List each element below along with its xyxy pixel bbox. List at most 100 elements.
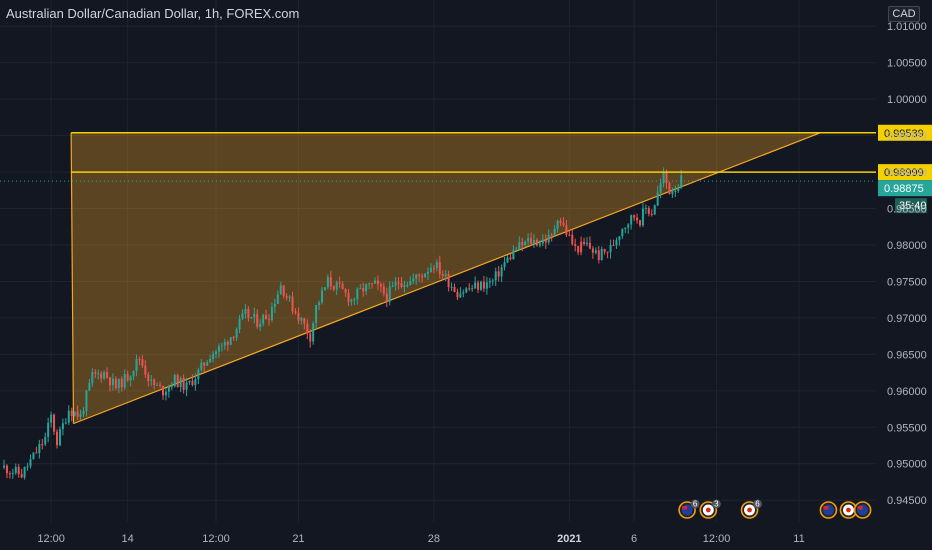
candle-body: [668, 182, 671, 194]
candle-body: [674, 190, 677, 192]
candle-body: [56, 431, 58, 446]
candle-body: [273, 303, 276, 307]
event-au-icon[interactable]: [853, 501, 872, 519]
candle-body: [494, 271, 497, 281]
candle-body: [64, 422, 67, 424]
axis-layer[interactable]: 0.94500 0.95000 0.95500 0.96000 0.96500 0.970…: [37, 21, 926, 545]
candle-body: [403, 285, 406, 287]
candle-body: [241, 313, 244, 319]
candle-body: [500, 267, 503, 277]
candle-body: [541, 239, 544, 244]
level-label-box[interactable]: [878, 124, 932, 141]
candle-body: [680, 175, 683, 187]
candle-body: [247, 308, 250, 318]
candle-body: [609, 245, 612, 253]
candle-body: [312, 323, 315, 342]
current-price-box[interactable]: [878, 180, 932, 197]
candle-body: [565, 225, 568, 235]
event-au-icon[interactable]: [819, 501, 838, 519]
candle-body: [477, 282, 480, 290]
candle-body: [238, 318, 241, 330]
candle-body: [58, 429, 61, 446]
candle-body: [61, 423, 64, 430]
candle-body: [586, 242, 588, 245]
candle-body: [5, 465, 8, 474]
level-layer[interactable]: 0.99539 0.98999 0.98875 35:40: [0, 124, 932, 214]
candle-body: [379, 284, 382, 287]
candle-body: [309, 333, 312, 342]
event-ca-icon[interactable]: [839, 501, 858, 519]
candle-body: [26, 466, 29, 468]
triangle-left-edge[interactable]: [70, 132, 75, 424]
candle-body: [639, 220, 641, 226]
candle-body: [556, 220, 559, 229]
event-layer[interactable]: 6 3 6: [678, 499, 872, 519]
candle-body: [300, 318, 303, 321]
currency-badge[interactable]: CAD: [888, 6, 920, 22]
y-tick-label: 0.95000: [887, 459, 927, 471]
candle-body: [406, 284, 409, 286]
event-badge: [753, 499, 763, 509]
candle-body: [176, 375, 179, 388]
candle-body: [285, 296, 288, 298]
event-badge-count: 6: [693, 500, 698, 509]
candle-body: [524, 241, 527, 246]
candle-body: [150, 379, 153, 381]
candle-body: [185, 382, 188, 390]
candle-body: [571, 234, 574, 245]
candle-body: [67, 410, 70, 423]
candle-body: [182, 378, 185, 390]
candle-layer: [3, 167, 683, 480]
candle-body: [438, 262, 441, 275]
event-ca-icon[interactable]: 6: [740, 499, 763, 519]
candle-body: [256, 313, 259, 327]
event-ca-icon[interactable]: 3: [699, 499, 721, 519]
candle-body: [244, 308, 247, 314]
candle-body: [559, 220, 562, 223]
candle-body: [356, 288, 359, 299]
candle-body: [535, 240, 538, 246]
candle-body: [512, 250, 515, 260]
candle-body: [29, 459, 32, 467]
candle-body: [368, 283, 371, 285]
candle-body: [618, 236, 621, 241]
candle-body: [126, 373, 129, 381]
candle-body: [627, 224, 630, 228]
x-tick-label: 14: [122, 533, 134, 545]
candle-body: [323, 287, 326, 291]
level-label: 0.99539: [884, 128, 924, 140]
x-tick-label: 11: [793, 533, 804, 545]
candle-body: [156, 384, 159, 386]
candle-body: [606, 251, 609, 253]
candle-body: [677, 186, 680, 191]
candle-body: [418, 274, 421, 276]
candle-body: [215, 351, 217, 355]
event-au-icon[interactable]: 6: [678, 499, 700, 519]
candle-body: [76, 411, 79, 417]
level-label-box[interactable]: [878, 164, 932, 181]
candle-body: [365, 284, 368, 292]
y-tick-label: 0.96000: [887, 386, 927, 398]
candle-body: [282, 285, 285, 297]
candle-body: [41, 444, 44, 446]
candle-body: [471, 288, 474, 290]
candle-body: [553, 228, 556, 236]
chart-title: Australian Dollar/Canadian Dollar, 1h, F…: [6, 6, 300, 21]
candle-body: [344, 289, 347, 293]
candle-body: [503, 262, 506, 268]
x-tick-label: 6: [631, 533, 637, 545]
candle-body: [518, 242, 521, 250]
candle-body: [88, 383, 91, 391]
candle-body: [400, 283, 403, 287]
level-label: 0.98999: [884, 167, 924, 179]
candle-body: [521, 242, 524, 246]
candle-body: [265, 314, 268, 320]
candle-body: [253, 313, 256, 318]
candle-body: [491, 280, 494, 282]
y-tick-label: 1.00500: [887, 58, 927, 70]
candle-body: [371, 283, 374, 285]
candle-body: [656, 192, 659, 206]
candle-body: [450, 286, 453, 288]
